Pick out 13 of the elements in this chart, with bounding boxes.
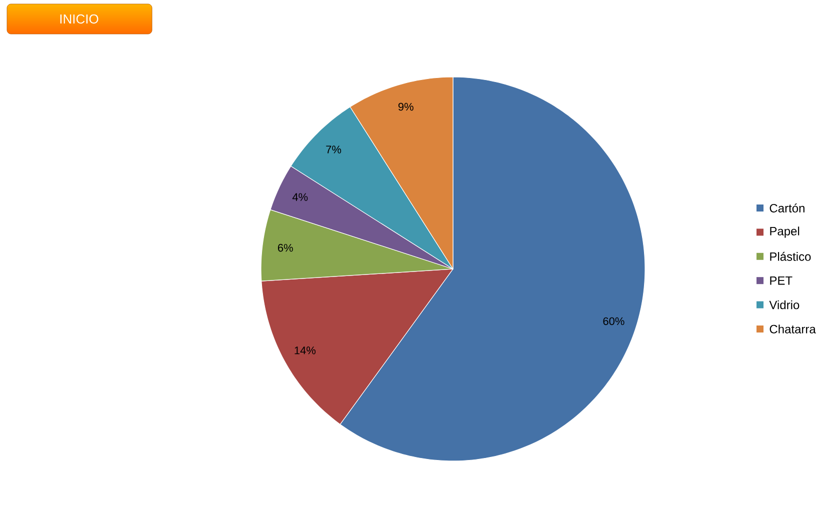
data-label: 4%: [292, 193, 308, 201]
text: INICIO: [60, 14, 98, 24]
legend-label: Cartón: [770, 204, 804, 212]
data-label: 14%: [294, 346, 316, 354]
legend-label: Chatarra: [770, 324, 816, 334]
legend-label: Papel: [770, 226, 800, 238]
data-label: 6%: [278, 244, 293, 252]
legend-label: Vidrio: [769, 300, 800, 310]
data-label: 9%: [398, 102, 414, 111]
legend-label: PET: [770, 276, 792, 285]
data-label: 7%: [326, 146, 342, 154]
legend-label: Plástico: [770, 252, 811, 261]
data-label: 60%: [603, 317, 624, 326]
